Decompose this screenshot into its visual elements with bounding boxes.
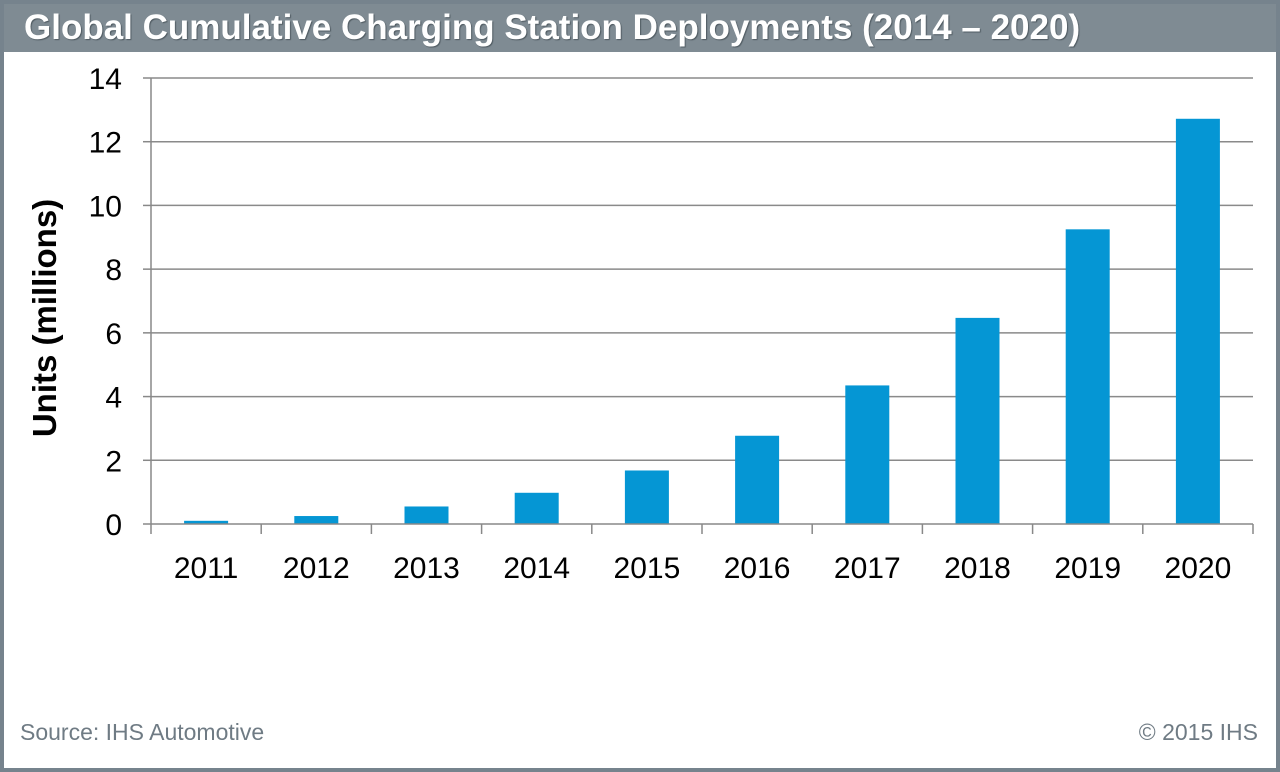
x-tick-label: 2017 <box>834 552 901 585</box>
x-tick-label: 2011 <box>174 552 239 585</box>
bar-2013 <box>404 506 449 524</box>
bar-2016 <box>735 435 780 524</box>
y-tick-label: 10 <box>89 190 122 223</box>
bars <box>184 118 1220 525</box>
x-tick-label: 2013 <box>393 552 460 585</box>
bar-2014 <box>514 492 559 524</box>
copyright-note: © 2015 IHS <box>1138 719 1258 745</box>
y-tick-label: 6 <box>105 318 122 351</box>
title-bar: Global Cumulative Charging Station Deplo… <box>4 4 1276 52</box>
x-tick-label: 2012 <box>283 552 350 585</box>
y-axis-label: Units (millions) <box>26 199 63 437</box>
x-tick-label: 2016 <box>724 552 791 585</box>
x-tick-label: 2018 <box>944 552 1011 585</box>
y-tick-label: 4 <box>105 382 122 415</box>
x-tick-label: 2014 <box>503 552 570 585</box>
x-tick-label: 2020 <box>1165 552 1232 585</box>
bar-2020 <box>1175 118 1220 524</box>
bar-2012 <box>294 516 339 524</box>
x-tick-label: 2015 <box>614 552 681 585</box>
chart-title: Global Cumulative Charging Station Deplo… <box>24 8 1081 47</box>
tick-labels: 0 2 4 6 8 10 12 14 2011 2012 2013 2014 2015 2016 2017 2… <box>89 63 1232 585</box>
y-tick-label: 0 <box>105 509 122 542</box>
bar-2015 <box>624 470 669 524</box>
y-tick-label: 8 <box>105 254 122 287</box>
bar-2011 <box>184 520 229 524</box>
bar-2019 <box>1065 229 1110 525</box>
x-tick-label: 2019 <box>1054 552 1121 585</box>
y-tick-label: 14 <box>89 63 122 96</box>
axes <box>143 77 1254 534</box>
bar-2017 <box>845 385 890 524</box>
source-note: Source: IHS Automotive <box>20 719 265 745</box>
y-tick-label: 12 <box>89 127 122 160</box>
y-tick-label: 2 <box>105 445 122 478</box>
bar-2018 <box>955 317 1000 524</box>
